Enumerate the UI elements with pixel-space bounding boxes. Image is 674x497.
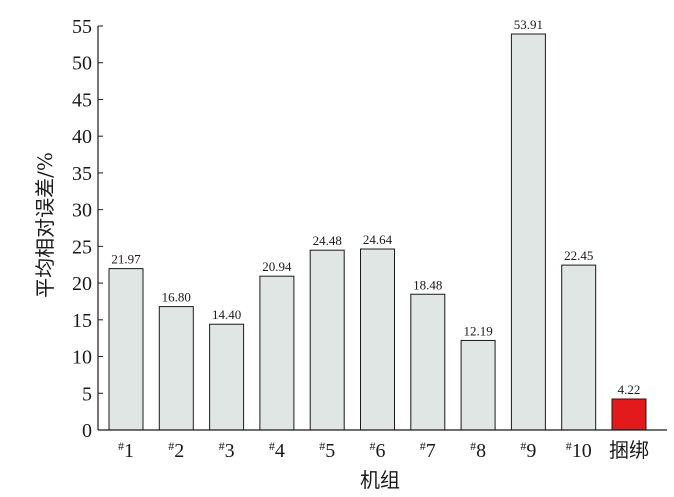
y-tick-label: 40 — [72, 126, 92, 148]
bar — [611, 398, 647, 431]
bars — [108, 33, 647, 431]
x-tick-label: #1 — [118, 439, 134, 462]
bar — [209, 323, 245, 431]
y-tick-label: 30 — [72, 200, 92, 222]
x-tick-label: #5 — [319, 439, 335, 462]
y-axis-ticks: 0 5 10 15 20 25 30 35 40 45 50 55 — [72, 16, 103, 442]
bar — [360, 248, 395, 431]
data-label: 4.22 — [618, 382, 641, 397]
data-label: 18.48 — [413, 277, 442, 292]
y-axis-title: 平均相对误差/% — [33, 152, 57, 298]
data-label: 24.64 — [363, 232, 393, 247]
x-tick-label: #10 — [566, 439, 592, 462]
bar — [561, 264, 597, 431]
y-tick-label: 55 — [72, 16, 92, 38]
x-tick-label: #7 — [420, 439, 436, 462]
data-label: 20.94 — [262, 259, 292, 274]
data-label: 16.80 — [162, 290, 191, 305]
data-label: 24.48 — [313, 233, 342, 248]
y-tick-label: 15 — [72, 310, 92, 332]
y-tick-label: 50 — [72, 53, 92, 75]
bar — [510, 33, 546, 431]
x-tick-label: #6 — [370, 439, 386, 462]
x-tick-label: #3 — [219, 439, 235, 462]
y-tick-label: 20 — [72, 273, 92, 295]
x-tick-labels: #1 #2 #3 #4 #5 #6 #7 #8 #9 #10 捆绑 — [118, 439, 649, 462]
bar — [108, 268, 144, 431]
y-tick-label: 45 — [72, 89, 92, 111]
x-tick-label: #4 — [269, 439, 285, 462]
bar — [259, 275, 295, 431]
x-axis-title: 机组 — [360, 468, 400, 492]
data-labels: 21.97 16.80 14.40 20.94 24.48 24.64 18.48 12.19… — [111, 17, 640, 397]
data-label: 22.45 — [564, 248, 593, 263]
data-label: 14.40 — [212, 307, 241, 322]
y-tick-label: 10 — [72, 347, 92, 369]
y-tick-label: 35 — [72, 163, 92, 185]
y-tick-label: 5 — [82, 383, 92, 405]
x-tick-label: #8 — [470, 439, 486, 462]
bar — [309, 249, 345, 431]
x-tick-label: #9 — [520, 439, 536, 462]
x-tick-label: #2 — [168, 439, 184, 462]
x-tick-label: 捆绑 — [609, 439, 649, 462]
bar — [158, 306, 194, 431]
bar — [410, 293, 446, 431]
y-tick-label: 25 — [72, 236, 92, 258]
y-tick-label: 0 — [82, 420, 92, 442]
bar — [460, 339, 496, 431]
data-label: 53.91 — [514, 17, 543, 32]
data-label: 21.97 — [111, 252, 141, 267]
data-label: 12.19 — [463, 323, 492, 338]
